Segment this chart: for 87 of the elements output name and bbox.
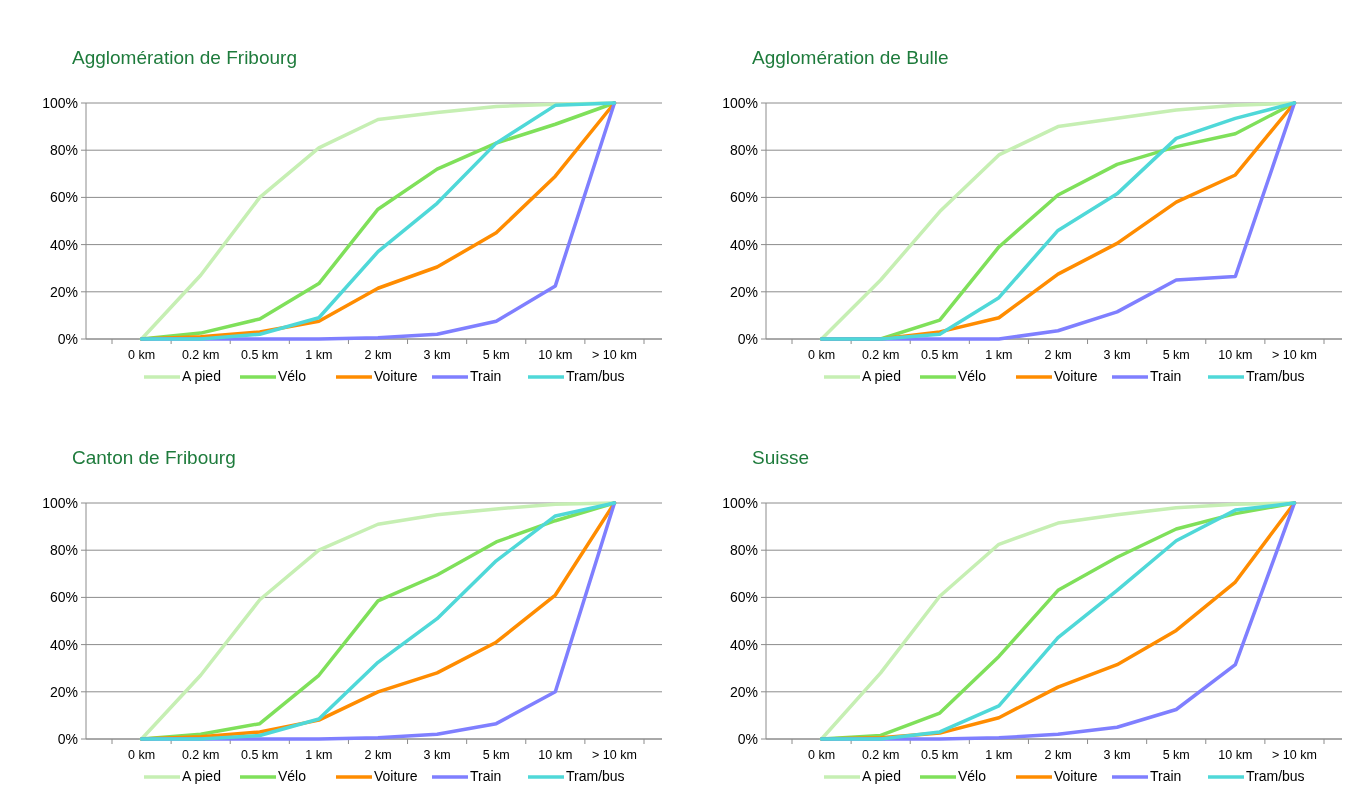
x-tick-label: 1 km — [305, 748, 333, 762]
legend-label: Tram/bus — [1246, 768, 1305, 784]
y-tick-label: 40% — [49, 236, 78, 253]
y-tick-label: 100% — [42, 94, 78, 111]
y-tick-label: 80% — [49, 542, 78, 559]
x-tick-label: 2 km — [1044, 348, 1072, 362]
legend-label: Tram/bus — [566, 368, 625, 384]
legend-label: Train — [1150, 768, 1182, 784]
legend-label: Vélo — [278, 368, 307, 384]
legend-label: Vélo — [958, 368, 987, 384]
y-tick-label: 40% — [49, 636, 78, 653]
x-tick-label: 2 km — [364, 348, 392, 362]
x-tick-label: 0.5 km — [921, 348, 959, 362]
y-tick-label: 60% — [49, 189, 78, 206]
x-tick-label: 10 km — [538, 748, 573, 762]
legend-label: Voiture — [1054, 368, 1098, 384]
y-tick-label: 60% — [49, 589, 78, 606]
legend-label: Train — [470, 768, 502, 784]
y-tick-label: 20% — [49, 683, 78, 700]
y-tick-label: 20% — [729, 683, 758, 700]
legend-label: Voiture — [1054, 768, 1098, 784]
y-tick-label: 0% — [57, 330, 78, 347]
x-tick-label: 0.2 km — [861, 348, 900, 362]
chart-title: Suisse — [752, 447, 810, 468]
y-tick-label: 60% — [729, 189, 758, 206]
legend-label: Tram/bus — [1246, 368, 1305, 384]
y-tick-label: 100% — [722, 94, 758, 111]
line-series — [819, 501, 1297, 741]
legend-label: Voiture — [374, 768, 418, 784]
line-series — [139, 501, 617, 741]
x-tick-label: 1 km — [305, 348, 333, 362]
y-tick-label: 80% — [729, 142, 758, 159]
y-tick-label: 100% — [42, 494, 78, 511]
x-tick-label: 2 km — [1044, 748, 1072, 762]
x-tick-label: 0 km — [808, 748, 836, 762]
x-tick-label: 0.5 km — [241, 748, 279, 762]
x-tick-label: 0.5 km — [241, 348, 279, 362]
legend-label: A pied — [862, 768, 901, 784]
x-tick-label: 5 km — [1162, 748, 1190, 762]
y-tick-label: 60% — [729, 589, 758, 606]
x-tick-label: > 10 km — [1272, 748, 1317, 762]
x-tick-label: 0.2 km — [181, 348, 220, 362]
y-tick-label: 0% — [57, 730, 78, 747]
x-tick-label: 5 km — [482, 748, 510, 762]
x-tick-label: 0.5 km — [921, 748, 959, 762]
x-tick-label: 1 km — [985, 748, 1013, 762]
y-tick-label: 100% — [722, 494, 758, 511]
legend-label: Train — [1150, 368, 1182, 384]
x-tick-label: 0 km — [128, 348, 156, 362]
y-tick-label: 40% — [729, 236, 758, 253]
chart-title: Agglomération de Bulle — [752, 47, 949, 68]
x-tick-label: 10 km — [1218, 348, 1253, 362]
legend-label: Vélo — [278, 768, 307, 784]
x-tick-label: 3 km — [1103, 348, 1131, 362]
legend-label: Train — [470, 368, 502, 384]
legend-label: Tram/bus — [566, 768, 625, 784]
legend-label: Vélo — [958, 768, 987, 784]
x-tick-label: 10 km — [538, 348, 573, 362]
x-tick-label: 0.2 km — [181, 748, 220, 762]
x-tick-label: 0.2 km — [861, 748, 900, 762]
x-tick-label: > 10 km — [592, 348, 637, 362]
x-tick-label: 5 km — [482, 348, 510, 362]
x-tick-label: > 10 km — [592, 748, 637, 762]
legend-label: A pied — [182, 768, 221, 784]
x-tick-label: 1 km — [985, 348, 1013, 362]
legend-label: Voiture — [374, 368, 418, 384]
x-tick-label: 0 km — [808, 348, 836, 362]
x-tick-label: 3 km — [423, 348, 451, 362]
legend-label: A pied — [182, 368, 221, 384]
y-tick-label: 0% — [737, 330, 758, 347]
chart-title: Canton de Fribourg — [72, 447, 236, 468]
y-tick-label: 40% — [729, 636, 758, 653]
x-tick-label: 10 km — [1218, 748, 1253, 762]
y-tick-label: 20% — [729, 283, 758, 300]
x-tick-label: 3 km — [1103, 748, 1131, 762]
y-tick-label: 0% — [737, 730, 758, 747]
y-tick-label: 80% — [49, 142, 78, 159]
x-tick-label: 3 km — [423, 748, 451, 762]
line-series — [819, 101, 1297, 341]
y-tick-label: 20% — [49, 283, 78, 300]
x-tick-label: 0 km — [128, 748, 156, 762]
x-tick-label: 2 km — [364, 748, 392, 762]
x-tick-label: 5 km — [1162, 348, 1190, 362]
y-tick-label: 80% — [729, 542, 758, 559]
legend-label: A pied — [862, 368, 901, 384]
chart-title: Agglomération de Fribourg — [72, 47, 297, 68]
x-tick-label: > 10 km — [1272, 348, 1317, 362]
